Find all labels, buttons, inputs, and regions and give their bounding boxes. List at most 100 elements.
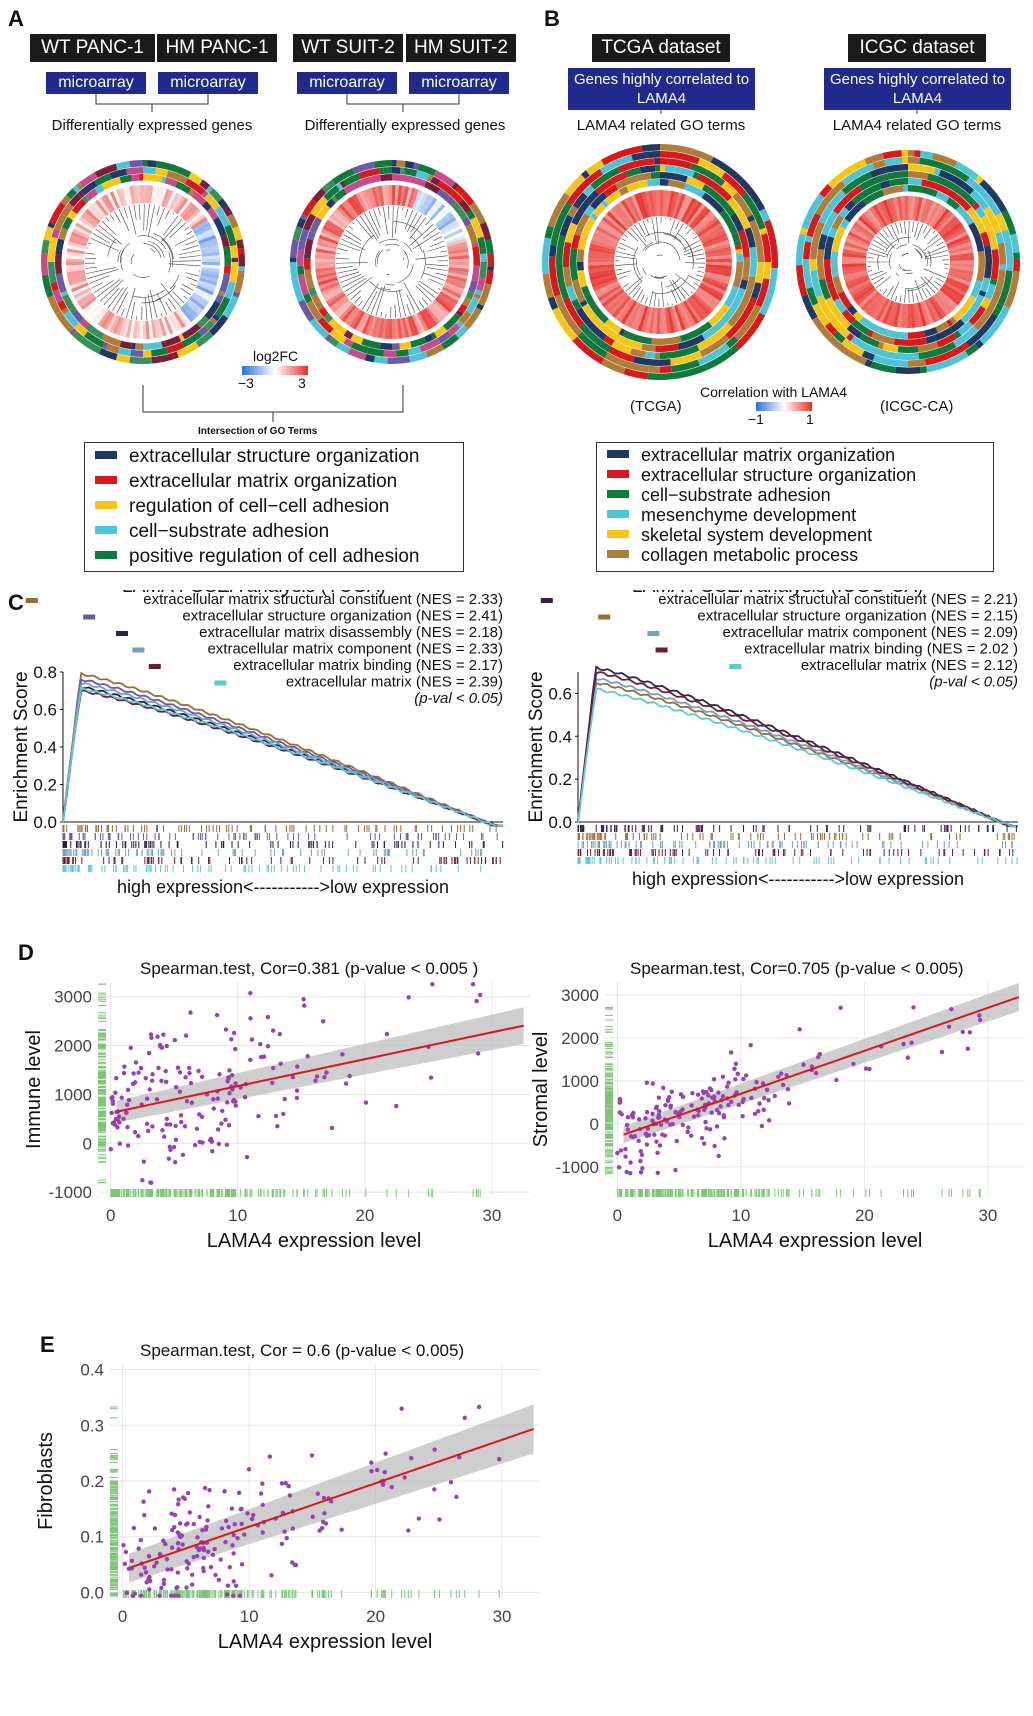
go-term-ring-segment — [455, 320, 464, 328]
scatter-point — [764, 1087, 770, 1093]
scatter-point — [657, 1108, 662, 1114]
scatter-point — [115, 1117, 120, 1122]
dendrogram-arc — [663, 233, 687, 251]
scatter-point — [302, 1003, 307, 1008]
go-term-ring-segment — [217, 198, 229, 210]
dendrogram-branch — [693, 236, 698, 240]
scatter-point — [177, 1089, 183, 1094]
scatter-point — [652, 1132, 657, 1137]
heatmap-cell — [660, 190, 664, 217]
go-term-ring-segment — [60, 290, 69, 297]
dendrogram-branch — [886, 226, 895, 240]
scatter-y-axis-label: Fibroblasts — [35, 1432, 57, 1530]
go-term-ring-segment — [952, 294, 977, 322]
go-term-ring-segment — [310, 196, 329, 217]
heatmap-cell — [853, 221, 875, 239]
dendrogram-arc — [378, 239, 399, 244]
go-term-ring-segment — [970, 180, 1001, 217]
dendrogram-branch — [682, 240, 700, 250]
legend-b-label: extracellular structure organization — [641, 465, 917, 485]
heatmap-cell — [192, 219, 210, 232]
go-term-ring-segment — [590, 166, 621, 190]
dendrogram-arc — [410, 235, 423, 253]
heatmap-cell — [97, 197, 111, 215]
heatmap-cell — [179, 201, 194, 218]
heatmap-cell — [700, 229, 726, 244]
go-term-ring-segment — [619, 336, 643, 351]
dendrogram-branch — [440, 250, 447, 253]
scatter-point — [155, 1034, 160, 1039]
dendrogram-branch — [876, 235, 890, 247]
go-term-ring-segment — [119, 340, 133, 350]
scatter-point — [448, 1479, 454, 1485]
go-term-ring-segment — [131, 342, 136, 350]
scatter-point — [149, 1180, 154, 1185]
scatter-point — [686, 1125, 691, 1130]
scatter-point — [205, 1549, 211, 1554]
go-term-ring-segment — [824, 259, 834, 284]
heatmap-cell — [201, 264, 220, 270]
go-term-ring-segment — [647, 179, 660, 187]
scatter-point — [206, 1504, 211, 1509]
scatter-point — [282, 1096, 287, 1102]
dendrogram-arc — [903, 269, 912, 272]
scatter-point — [180, 1495, 186, 1500]
dendrogram-branch — [387, 206, 390, 220]
heatmap-cell — [317, 238, 338, 247]
dendrogram-branch — [380, 311, 383, 317]
scatter-x-axis-label: LAMA4 expression level — [708, 1230, 923, 1252]
dendrogram-branch — [653, 293, 657, 307]
go-term-ring-segment — [49, 236, 58, 247]
go-term-ring-segment — [844, 200, 856, 212]
gsea-curve — [577, 687, 1018, 828]
go-term-ring-segment — [655, 343, 679, 352]
dendrogram-branch — [876, 275, 891, 289]
go-term-ring-segment — [437, 180, 455, 196]
heatmap-cell — [194, 287, 213, 299]
heatmap-cell — [125, 186, 133, 205]
go-term-ring-segment — [949, 316, 957, 325]
scatter-point — [184, 1559, 189, 1564]
dendrogram-arc — [141, 298, 162, 304]
heatmap-cell — [851, 224, 874, 241]
dendrogram-branch — [886, 286, 894, 298]
scatter-point — [286, 1483, 291, 1489]
go-term-ring-segment — [734, 312, 766, 350]
dendrogram-branch — [616, 270, 631, 276]
heatmap-cell — [603, 290, 626, 311]
go-term-ring-segment — [222, 205, 233, 217]
scatter-point — [187, 1510, 193, 1515]
go-term-ring-segment — [209, 317, 218, 325]
scatter-point — [145, 1128, 151, 1134]
go-term-ring-segment — [824, 236, 835, 260]
dendrogram-branch — [615, 268, 622, 271]
dendrogram-arc — [914, 248, 923, 259]
scatter-point — [834, 1077, 839, 1083]
dendrogram-branch — [415, 255, 448, 260]
scatter-point — [313, 1078, 318, 1083]
dendrogram-branch — [109, 214, 115, 221]
heatmap-cell — [439, 291, 459, 305]
heatmap-cell — [846, 277, 870, 290]
scatter-point — [260, 1481, 265, 1486]
dendrogram-arc — [143, 243, 162, 259]
dendrogram-branch — [339, 274, 362, 284]
scatter-point — [909, 1040, 914, 1045]
legend-a-item: regulation of cell−cell adhesion — [95, 495, 389, 519]
heatmap-cell — [78, 294, 96, 308]
go-term-ring-segment — [696, 173, 729, 199]
scatter-point — [343, 1081, 349, 1086]
heatmap-cell — [845, 274, 869, 286]
go-term-ring-segment — [697, 158, 721, 175]
heatmap-cell — [623, 301, 640, 327]
heatmap-cell — [412, 189, 423, 210]
go-term-ring-segment — [351, 161, 375, 175]
dendrogram-branch — [667, 302, 669, 307]
go-term-ring-segment — [468, 280, 478, 293]
heatmap-cell — [949, 252, 974, 259]
go-term-ring-segment — [941, 163, 970, 183]
heatmap-cell — [704, 269, 732, 278]
heatmap-cell — [694, 290, 716, 311]
gsea-rug-row — [62, 833, 498, 840]
scatter-point — [428, 1075, 434, 1080]
